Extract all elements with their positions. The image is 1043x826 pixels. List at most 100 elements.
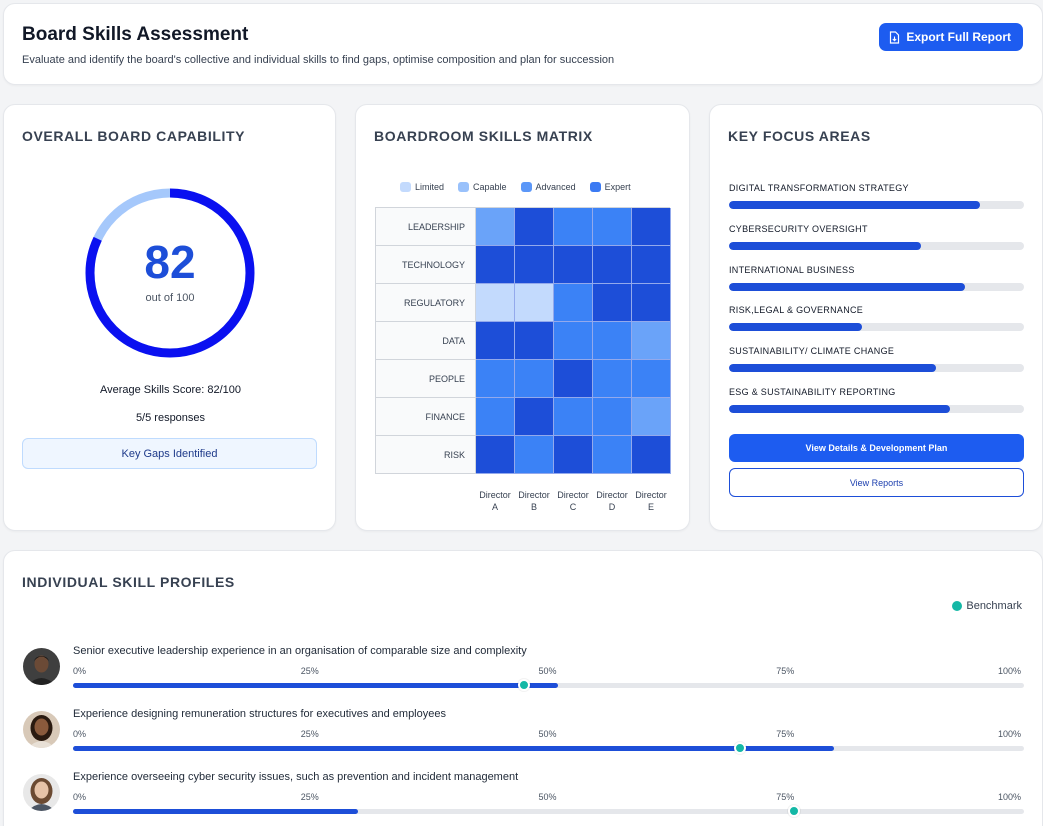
- matrix-cell[interactable]: [515, 246, 554, 284]
- matrix-column-label: Director D: [592, 489, 632, 513]
- benchmark-marker[interactable]: [517, 679, 530, 691]
- legend-item: Limited: [400, 182, 444, 192]
- page-subtitle: Evaluate and identify the board's collec…: [22, 54, 615, 66]
- legend-swatch: [520, 182, 532, 192]
- column-label-line2: A: [491, 502, 498, 512]
- matrix-cell[interactable]: [476, 398, 515, 436]
- matrix-row-label: DATA: [376, 322, 476, 360]
- matrix-cell[interactable]: [554, 360, 593, 398]
- matrix-cell[interactable]: [554, 284, 593, 322]
- matrix-cell[interactable]: [515, 360, 554, 398]
- column-label-line2: C: [569, 502, 577, 512]
- matrix-cell[interactable]: [632, 246, 671, 284]
- matrix-cell[interactable]: [515, 436, 554, 474]
- matrix-cell[interactable]: [632, 360, 671, 398]
- matrix-cell[interactable]: [554, 322, 593, 360]
- profile-score-track: [73, 679, 1024, 691]
- profile-tick-label: 0%: [73, 666, 87, 676]
- skills-matrix-grid: LEADERSHIP TECHNOLOGY REGULATORY DATA PEOPLE…: [375, 207, 671, 474]
- matrix-cell[interactable]: [632, 284, 671, 322]
- matrix-cell[interactable]: [476, 436, 515, 474]
- avatar-man-icon: [23, 648, 60, 685]
- focus-area-fill: [729, 201, 980, 209]
- benchmark-marker[interactable]: [733, 742, 746, 754]
- matrix-cell[interactable]: [476, 246, 515, 284]
- matrix-row-label: TECHNOLOGY: [376, 246, 476, 284]
- legend-swatch: [458, 182, 470, 192]
- profile-tick-label: 0%: [73, 729, 87, 739]
- matrix-cell[interactable]: [554, 398, 593, 436]
- matrix-cell[interactable]: [515, 398, 554, 436]
- column-label-line2: B: [530, 502, 537, 512]
- key-gaps-button[interactable]: Key Gaps Identified: [22, 438, 317, 469]
- matrix-column-label: Director C: [553, 489, 593, 513]
- skills-matrix-card: BOARDROOM SKILLS MATRIX Limited Capable Ad…: [355, 104, 690, 531]
- profile-skill-text: Senior executive leadership experience i…: [73, 645, 527, 657]
- matrix-cell[interactable]: [554, 436, 593, 474]
- matrix-cell[interactable]: [593, 208, 632, 246]
- matrix-cell[interactable]: [632, 398, 671, 436]
- profile-skill-text: Experience designing remuneration struct…: [73, 708, 446, 720]
- matrix-title: BOARDROOM SKILLS MATRIX: [374, 128, 593, 144]
- matrix-cell[interactable]: [593, 284, 632, 322]
- key-focus-areas-card: KEY FOCUS AREAS DIGITAL TRANSFORMATION S…: [709, 104, 1043, 531]
- profile-tick-label: 25%: [300, 666, 319, 676]
- benchmark-label: Benchmark: [966, 600, 1022, 612]
- view-details-button[interactable]: View Details & Development Plan: [729, 434, 1024, 462]
- page-header: Board Skills Assessment Evaluate and ide…: [3, 3, 1043, 85]
- profile-skill-text: Experience overseeing cyber security iss…: [73, 771, 519, 783]
- capability-title: OVERALL BOARD CAPABILITY: [22, 128, 246, 144]
- export-full-report-button[interactable]: Export Full Report: [879, 23, 1023, 51]
- focus-area-label: RISK,LEGAL & GOVERNANCE: [729, 305, 864, 316]
- profile-tick-label: 50%: [538, 792, 557, 802]
- focus-area-fill: [729, 241, 921, 250]
- focus-area-track: [729, 201, 1024, 209]
- matrix-cell[interactable]: [632, 322, 671, 360]
- legend-swatch: [589, 182, 601, 192]
- matrix-cell[interactable]: [515, 284, 554, 322]
- export-label: Export Full Report: [906, 30, 1011, 44]
- focus-area-fill: [729, 364, 936, 373]
- capability-gauge: [85, 188, 255, 358]
- focus-area-track: [729, 241, 1024, 250]
- matrix-cell[interactable]: [593, 360, 632, 398]
- matrix-column-label: Director B: [514, 489, 554, 513]
- matrix-cell[interactable]: [476, 284, 515, 322]
- avatar-woman-icon: [23, 711, 60, 748]
- matrix-cell[interactable]: [554, 208, 593, 246]
- matrix-cell[interactable]: [593, 246, 632, 284]
- column-label-line2: E: [647, 502, 654, 512]
- matrix-cell[interactable]: [593, 322, 632, 360]
- matrix-cell[interactable]: [476, 322, 515, 360]
- legend-label: Limited: [415, 182, 445, 192]
- column-label-line1: Director: [518, 490, 550, 500]
- legend-item: Expert: [589, 182, 631, 192]
- matrix-cell[interactable]: [593, 398, 632, 436]
- profile-tick-label: 100%: [998, 666, 1022, 676]
- matrix-cell[interactable]: [476, 360, 515, 398]
- matrix-cell[interactable]: [515, 322, 554, 360]
- matrix-cell[interactable]: [476, 208, 515, 246]
- matrix-row-label: REGULATORY: [376, 284, 476, 322]
- focus-area-track: [729, 282, 1024, 291]
- benchmark-marker[interactable]: [787, 805, 800, 817]
- legend-item: Advanced: [520, 182, 576, 192]
- focus-area-label: ESG & SUSTAINABILITY REPORTING: [729, 387, 896, 397]
- individual-skill-profiles-card: INDIVIDUAL SKILL PROFILES Benchmark Seni…: [3, 550, 1043, 826]
- profile-score-track: [73, 805, 1024, 817]
- focus-area-fill: [729, 405, 951, 413]
- matrix-cell[interactable]: [554, 246, 593, 284]
- matrix-cell[interactable]: [515, 208, 554, 246]
- focus-area-label: INTERNATIONAL BUSINESS: [729, 264, 855, 275]
- matrix-cell[interactable]: [632, 208, 671, 246]
- benchmark-dot-icon: [952, 601, 963, 611]
- matrix-row-label: RISK: [376, 436, 476, 474]
- document-export-icon: [890, 30, 900, 44]
- matrix-cell[interactable]: [632, 436, 671, 474]
- profile-score-track: [73, 742, 1024, 754]
- legend-swatch: [400, 182, 411, 192]
- profile-tick-label: 75%: [776, 792, 795, 802]
- responses-count: 5/5 responses: [135, 412, 206, 424]
- view-reports-button[interactable]: View Reports: [729, 468, 1024, 497]
- matrix-cell[interactable]: [593, 436, 632, 474]
